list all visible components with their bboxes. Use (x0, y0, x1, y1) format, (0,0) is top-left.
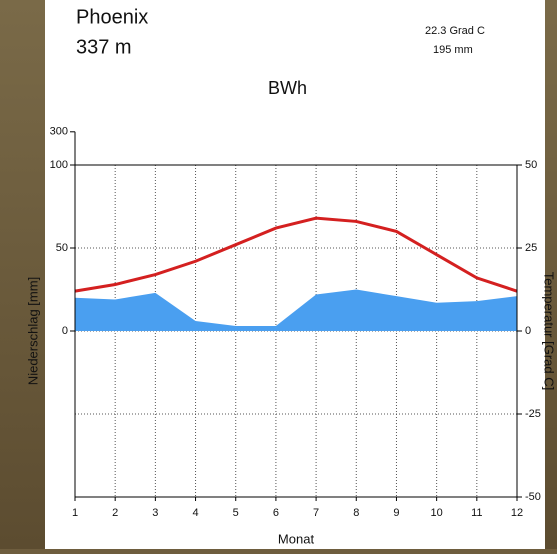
temperature-line (74, 216, 518, 293)
x-tick-label: 7 (313, 507, 319, 519)
x-tick-label: 9 (393, 507, 399, 519)
y-tick-label: 0 (62, 325, 68, 337)
x-tick-label: 11 (471, 507, 482, 519)
x-tick-label: 4 (192, 507, 198, 519)
x-tick-label: 10 (431, 507, 443, 519)
y2-tick-label: -50 (525, 491, 541, 503)
annotation: 22.3 Grad C (425, 25, 485, 37)
y2-axis-label: Temperatur [Grad C] (542, 272, 557, 391)
y2-tick-label: 50 (525, 159, 537, 171)
y-tick-label: 100 (50, 159, 68, 171)
y-tick-label: 300 (50, 126, 68, 138)
y2-tick-label: 0 (525, 325, 531, 337)
y2-tick-label: -25 (525, 408, 541, 420)
x-tick-label: 5 (233, 507, 239, 519)
x-axis-label: Monat (278, 531, 315, 546)
y-axis-label: Niederschlag [mm] (25, 277, 40, 385)
x-tick-label: 12 (511, 507, 523, 519)
precipitation-area (75, 289, 517, 331)
x-tick-label: 6 (273, 507, 279, 519)
chart-subtitle: 337 m (76, 36, 132, 58)
x-tick-label: 2 (112, 507, 118, 519)
chart-title: Phoenix (76, 6, 148, 28)
annotation: 195 mm (433, 44, 473, 56)
panel (45, 0, 545, 549)
x-tick-label: 1 (72, 507, 78, 519)
x-tick-label: 3 (152, 507, 158, 519)
annotation: BWh (268, 78, 307, 98)
y2-tick-label: 25 (525, 242, 537, 254)
y-tick-label: 50 (56, 242, 68, 254)
x-tick-label: 8 (353, 507, 359, 519)
